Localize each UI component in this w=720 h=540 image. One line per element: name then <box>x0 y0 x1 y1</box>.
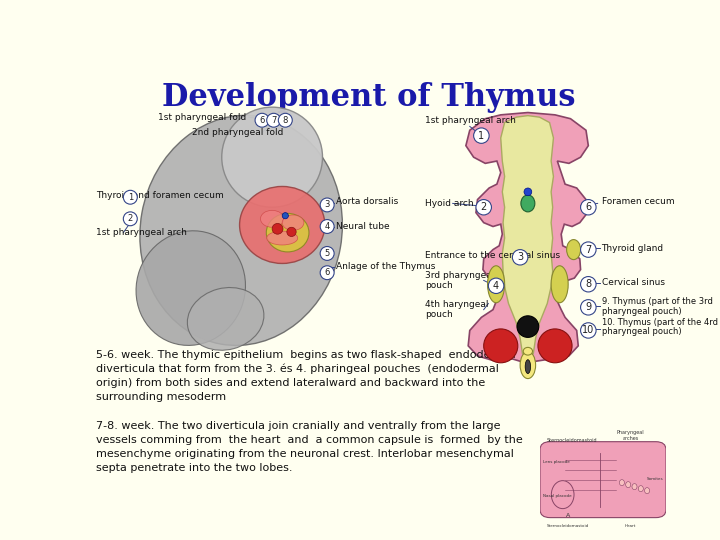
Ellipse shape <box>261 210 284 227</box>
Text: 5: 5 <box>325 249 330 258</box>
FancyBboxPatch shape <box>540 442 666 518</box>
Circle shape <box>524 188 532 195</box>
Circle shape <box>287 227 296 237</box>
Text: A: A <box>566 512 570 518</box>
Text: 3: 3 <box>325 200 330 210</box>
Text: 10. Thymus (part of the 4rd: 10. Thymus (part of the 4rd <box>601 318 718 327</box>
Ellipse shape <box>619 480 624 485</box>
Text: 5-6. week. The thymic epithelium  begins as two flask-shaped  endodermal
diverti: 5-6. week. The thymic epithelium begins … <box>96 350 516 402</box>
Ellipse shape <box>266 231 297 245</box>
Text: 2nd pharyngeal fold: 2nd pharyngeal fold <box>192 128 284 137</box>
Circle shape <box>538 329 572 363</box>
Text: 6: 6 <box>585 202 591 212</box>
Circle shape <box>123 212 138 226</box>
Ellipse shape <box>632 484 637 490</box>
Circle shape <box>513 249 528 265</box>
Circle shape <box>282 213 289 219</box>
Text: 2: 2 <box>480 202 487 212</box>
Text: Sternocleidomastoid: Sternocleidomastoid <box>546 524 589 528</box>
Text: 1: 1 <box>478 131 485 140</box>
Ellipse shape <box>551 266 568 303</box>
Ellipse shape <box>567 240 580 260</box>
Text: 6: 6 <box>259 116 265 125</box>
Circle shape <box>320 266 334 280</box>
Circle shape <box>320 198 334 212</box>
Circle shape <box>580 242 596 257</box>
Ellipse shape <box>525 360 531 374</box>
Circle shape <box>580 276 596 292</box>
Text: 10: 10 <box>582 326 595 335</box>
Text: Neural tube: Neural tube <box>336 222 390 231</box>
Text: Heart: Heart <box>625 524 636 528</box>
Text: Entrance to the cervical sinus: Entrance to the cervical sinus <box>425 251 560 260</box>
Ellipse shape <box>552 481 574 509</box>
Circle shape <box>123 190 138 204</box>
Text: 1st pharyngeal fold: 1st pharyngeal fold <box>158 113 246 122</box>
Text: 9: 9 <box>585 302 591 312</box>
Circle shape <box>580 323 596 338</box>
Circle shape <box>320 247 334 260</box>
Text: 3rd pharyngeal
pouch: 3rd pharyngeal pouch <box>425 271 494 290</box>
Circle shape <box>484 329 518 363</box>
Ellipse shape <box>266 213 309 252</box>
Ellipse shape <box>136 231 246 346</box>
Text: 8: 8 <box>585 279 591 289</box>
Circle shape <box>474 128 489 143</box>
Polygon shape <box>500 116 554 356</box>
Text: Lens placode: Lens placode <box>543 460 570 464</box>
Text: 9. Thymus (part of the 3rd: 9. Thymus (part of the 3rd <box>601 298 712 307</box>
Text: Nasal placode: Nasal placode <box>543 494 571 498</box>
Text: pharyngeal pouch): pharyngeal pouch) <box>601 327 681 336</box>
Ellipse shape <box>523 347 533 355</box>
Text: Cervical sinus: Cervical sinus <box>601 278 665 287</box>
Text: 2: 2 <box>127 214 133 224</box>
Text: 4: 4 <box>493 281 499 291</box>
Circle shape <box>476 200 492 215</box>
Ellipse shape <box>487 266 505 303</box>
Ellipse shape <box>639 485 644 491</box>
Text: 1st pharyngeal arch: 1st pharyngeal arch <box>96 228 187 237</box>
Text: 7: 7 <box>585 245 591 254</box>
Circle shape <box>580 300 596 315</box>
Circle shape <box>279 113 292 127</box>
Ellipse shape <box>626 482 631 488</box>
Circle shape <box>255 113 269 127</box>
Text: 1st pharyngeal arch: 1st pharyngeal arch <box>425 116 516 125</box>
Text: Aorta dorsalis: Aorta dorsalis <box>336 197 399 206</box>
Ellipse shape <box>240 186 325 264</box>
Ellipse shape <box>520 352 536 379</box>
Text: 4th haryngeal
pouch: 4th haryngeal pouch <box>425 300 488 319</box>
Polygon shape <box>466 112 588 362</box>
Text: 8: 8 <box>283 116 288 125</box>
Text: Thyroid and foramen cecum: Thyroid and foramen cecum <box>96 191 224 200</box>
Ellipse shape <box>282 215 304 231</box>
Text: 1: 1 <box>127 193 133 202</box>
Text: 3: 3 <box>517 252 523 262</box>
Text: pharyngeal pouch): pharyngeal pouch) <box>601 307 681 316</box>
Text: Anlage of the Thymus: Anlage of the Thymus <box>336 262 436 271</box>
Text: 4: 4 <box>325 222 330 231</box>
Circle shape <box>266 113 281 127</box>
Ellipse shape <box>187 287 264 350</box>
Text: Pharyngeal
arches: Pharyngeal arches <box>617 430 644 441</box>
Text: 7-8. week. The two diverticula join cranially and ventrally from the large
vesse: 7-8. week. The two diverticula join cran… <box>96 421 523 472</box>
Circle shape <box>517 316 539 338</box>
Ellipse shape <box>140 115 343 346</box>
Text: Thyroid gland: Thyroid gland <box>601 244 664 253</box>
Text: Hyoid arch: Hyoid arch <box>425 199 474 208</box>
Circle shape <box>272 224 283 234</box>
Text: Somites: Somites <box>647 477 664 481</box>
Text: Sternocleidomastoid: Sternocleidomastoid <box>546 438 597 443</box>
Text: Foramen cecum: Foramen cecum <box>601 197 674 206</box>
Ellipse shape <box>521 195 535 212</box>
Circle shape <box>580 200 596 215</box>
Circle shape <box>488 278 504 294</box>
Ellipse shape <box>644 488 649 494</box>
Text: 7: 7 <box>271 116 276 125</box>
Ellipse shape <box>222 107 323 207</box>
Circle shape <box>320 220 334 233</box>
Text: Development of Thymus: Development of Thymus <box>162 82 576 113</box>
Text: 6: 6 <box>325 268 330 277</box>
